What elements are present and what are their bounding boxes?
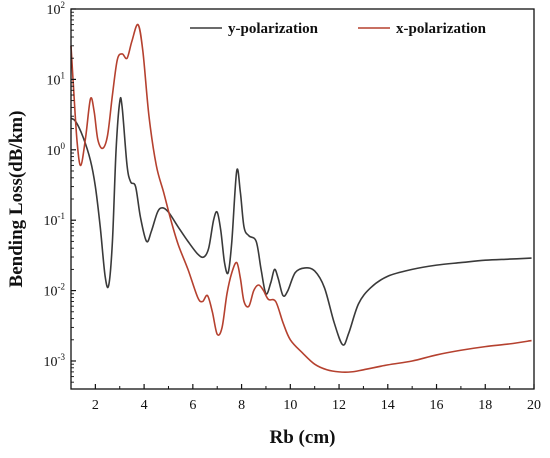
x-tick-label: 10 (283, 398, 297, 413)
series-layer (70, 23, 532, 373)
x-tick-label: 4 (141, 398, 148, 413)
y-tick-label: 101 (47, 70, 66, 88)
x-tick-label: 2 (92, 398, 99, 413)
legend-label-x-polarization: x-polarization (396, 21, 487, 37)
x-tick-label: 18 (478, 398, 492, 413)
legend-label-y-polarization: y-polarization (228, 21, 319, 37)
x-tick-label: 14 (381, 398, 395, 413)
y-tick-label: 10-2 (44, 282, 66, 300)
x-tick-label: 6 (189, 398, 196, 413)
legend: y-polarization x-polarization (190, 21, 487, 37)
y-tick-label: 102 (47, 0, 66, 18)
series-line-y-polarization (70, 96, 532, 346)
y-axis-title: Bending Loss(dB/km) (6, 111, 27, 288)
y-tick-label: 10-1 (44, 211, 66, 229)
y-tick-label: 100 (47, 141, 66, 159)
x-axis-title: Rb (cm) (270, 427, 336, 448)
x-tick-label: 12 (332, 398, 346, 413)
x-tick-label: 16 (430, 398, 444, 413)
x-tick-label: 20 (527, 398, 541, 413)
x-tick-label: 8 (238, 398, 245, 413)
ticks-layer: 2 4 6 8 10 12 14 16 18 20 10-3 10-2 10-1 100 101 102 (44, 0, 542, 413)
plot-frame (70, 8, 535, 390)
y-tick-label: 10-3 (44, 352, 66, 370)
series-line-x-polarization (70, 23, 532, 373)
